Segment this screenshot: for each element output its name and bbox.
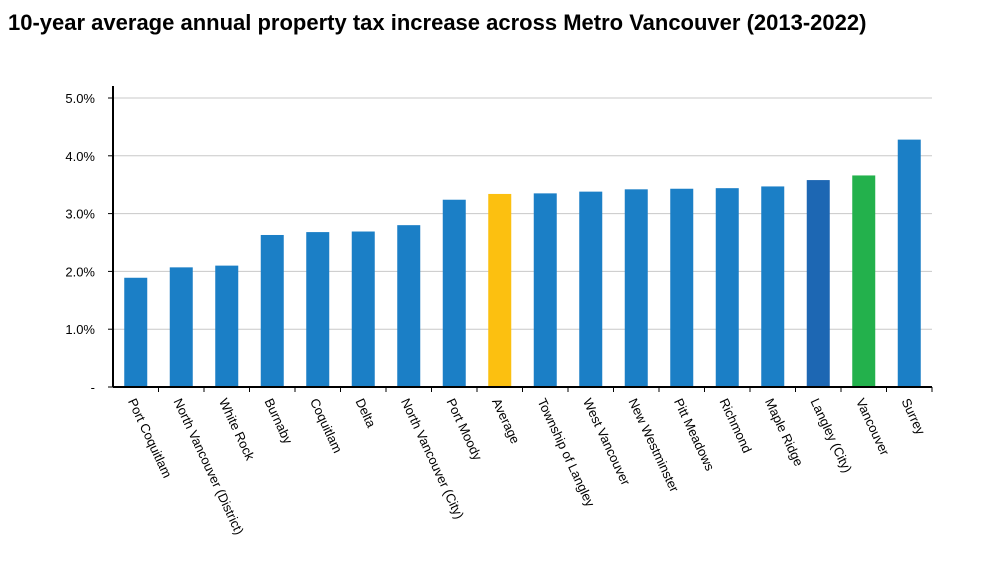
x-tick-label: White Rock xyxy=(216,396,258,463)
y-tick-label: 1.0% xyxy=(65,322,95,337)
bar-port-moody xyxy=(442,199,466,387)
x-tick-label: Coquitlam xyxy=(307,396,345,455)
x-tick-label: Maple Ridge xyxy=(762,396,806,468)
bar-white-rock xyxy=(215,265,239,387)
x-tick-label: Richmond xyxy=(717,396,755,455)
x-tick-label: New Westminster xyxy=(626,396,683,495)
bars xyxy=(124,139,921,387)
y-tick-label: 2.0% xyxy=(65,264,95,279)
bar-vancouver xyxy=(852,175,876,387)
bar-pitt-meadows xyxy=(670,188,694,387)
bar-surrey xyxy=(897,139,921,387)
x-tick-label: Vancouver xyxy=(853,396,893,458)
x-tick-label: Surrey xyxy=(899,396,929,437)
bar-port-coquitlam xyxy=(124,277,148,387)
x-tick-label: Port Coquitlam xyxy=(125,396,175,480)
y-tick-label: 5.0% xyxy=(65,91,95,106)
bar-delta xyxy=(351,231,375,387)
x-tick-label: Langley (City) xyxy=(808,396,855,475)
bar-average xyxy=(488,193,512,387)
bar-richmond xyxy=(715,188,739,387)
bar-langley-city xyxy=(806,180,830,387)
axes xyxy=(108,86,933,392)
y-tick-label: 4.0% xyxy=(65,149,95,164)
bar-burnaby xyxy=(260,234,284,387)
x-tick-label: Delta xyxy=(353,396,380,431)
y-tick-label: 3.0% xyxy=(65,207,95,222)
bar-maple-ridge xyxy=(761,186,785,387)
chart-title: 10-year average annual property tax incr… xyxy=(8,10,867,35)
x-tick-label: Port Moody xyxy=(444,396,486,463)
bar-new-westminster xyxy=(624,189,648,387)
bar-township-of-langley xyxy=(533,193,557,387)
bar-north-vancouver-city xyxy=(397,225,421,387)
bar-west-vancouver xyxy=(579,191,603,387)
gridlines xyxy=(113,97,932,330)
bar-coquitlam xyxy=(306,232,330,387)
bar-north-vancouver-district xyxy=(169,267,193,387)
x-tick-label: Pitt Meadows xyxy=(671,396,718,474)
y-tick-label: - xyxy=(91,380,95,395)
x-tick-label: Average xyxy=(489,396,523,446)
y-tick-labels: - 1.0% 2.0% 3.0% 4.0% 5.0% xyxy=(65,91,95,395)
x-tick-label: Burnaby xyxy=(262,396,296,447)
x-tick-label: West Vancouver xyxy=(580,396,634,488)
